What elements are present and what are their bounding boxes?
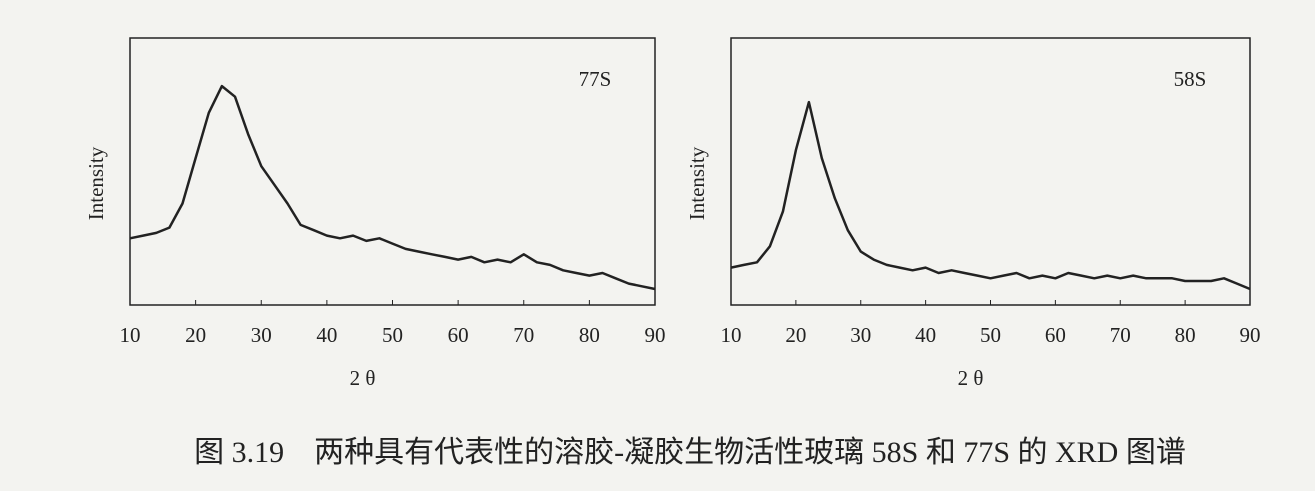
x-axis-label: 2 θ	[350, 366, 376, 390]
x-tick-label: 30	[251, 323, 272, 347]
x-tick-label: 70	[1110, 323, 1131, 347]
caption: 图 3.19 两种具有代表性的溶胶-凝胶生物活性玻璃 58S 和 77S 的 X…	[194, 436, 1186, 469]
x-tick-label: 80	[1175, 323, 1196, 347]
sample-label: 77S	[579, 67, 612, 91]
x-tick-label: 80	[579, 323, 600, 347]
x-tick-label: 90	[1240, 323, 1261, 347]
sample-label: 58S	[1174, 67, 1207, 91]
x-tick-label: 10	[721, 323, 742, 347]
xrd-line	[129, 84, 656, 291]
xrd-line	[730, 100, 1251, 291]
plot-frame	[730, 37, 1251, 306]
y-axis-label: Intensity	[84, 146, 108, 220]
x-tick-label: 40	[915, 323, 936, 347]
x-tick-label: 50	[980, 323, 1001, 347]
x-tick-label: 90	[645, 323, 666, 347]
x-tick-label: 20	[785, 323, 806, 347]
x-tick-label: 60	[448, 323, 469, 347]
plot-frame	[129, 37, 656, 306]
x-tick-label: 50	[382, 323, 403, 347]
x-tick-label: 10	[120, 323, 141, 347]
x-axis-label: 2 θ	[958, 366, 984, 390]
x-tick-label: 60	[1045, 323, 1066, 347]
x-tick-label: 30	[850, 323, 871, 347]
x-tick-label: 20	[185, 323, 206, 347]
x-tick-label: 40	[316, 323, 337, 347]
x-tick-label: 70	[513, 323, 534, 347]
y-axis-label: Intensity	[685, 146, 709, 220]
